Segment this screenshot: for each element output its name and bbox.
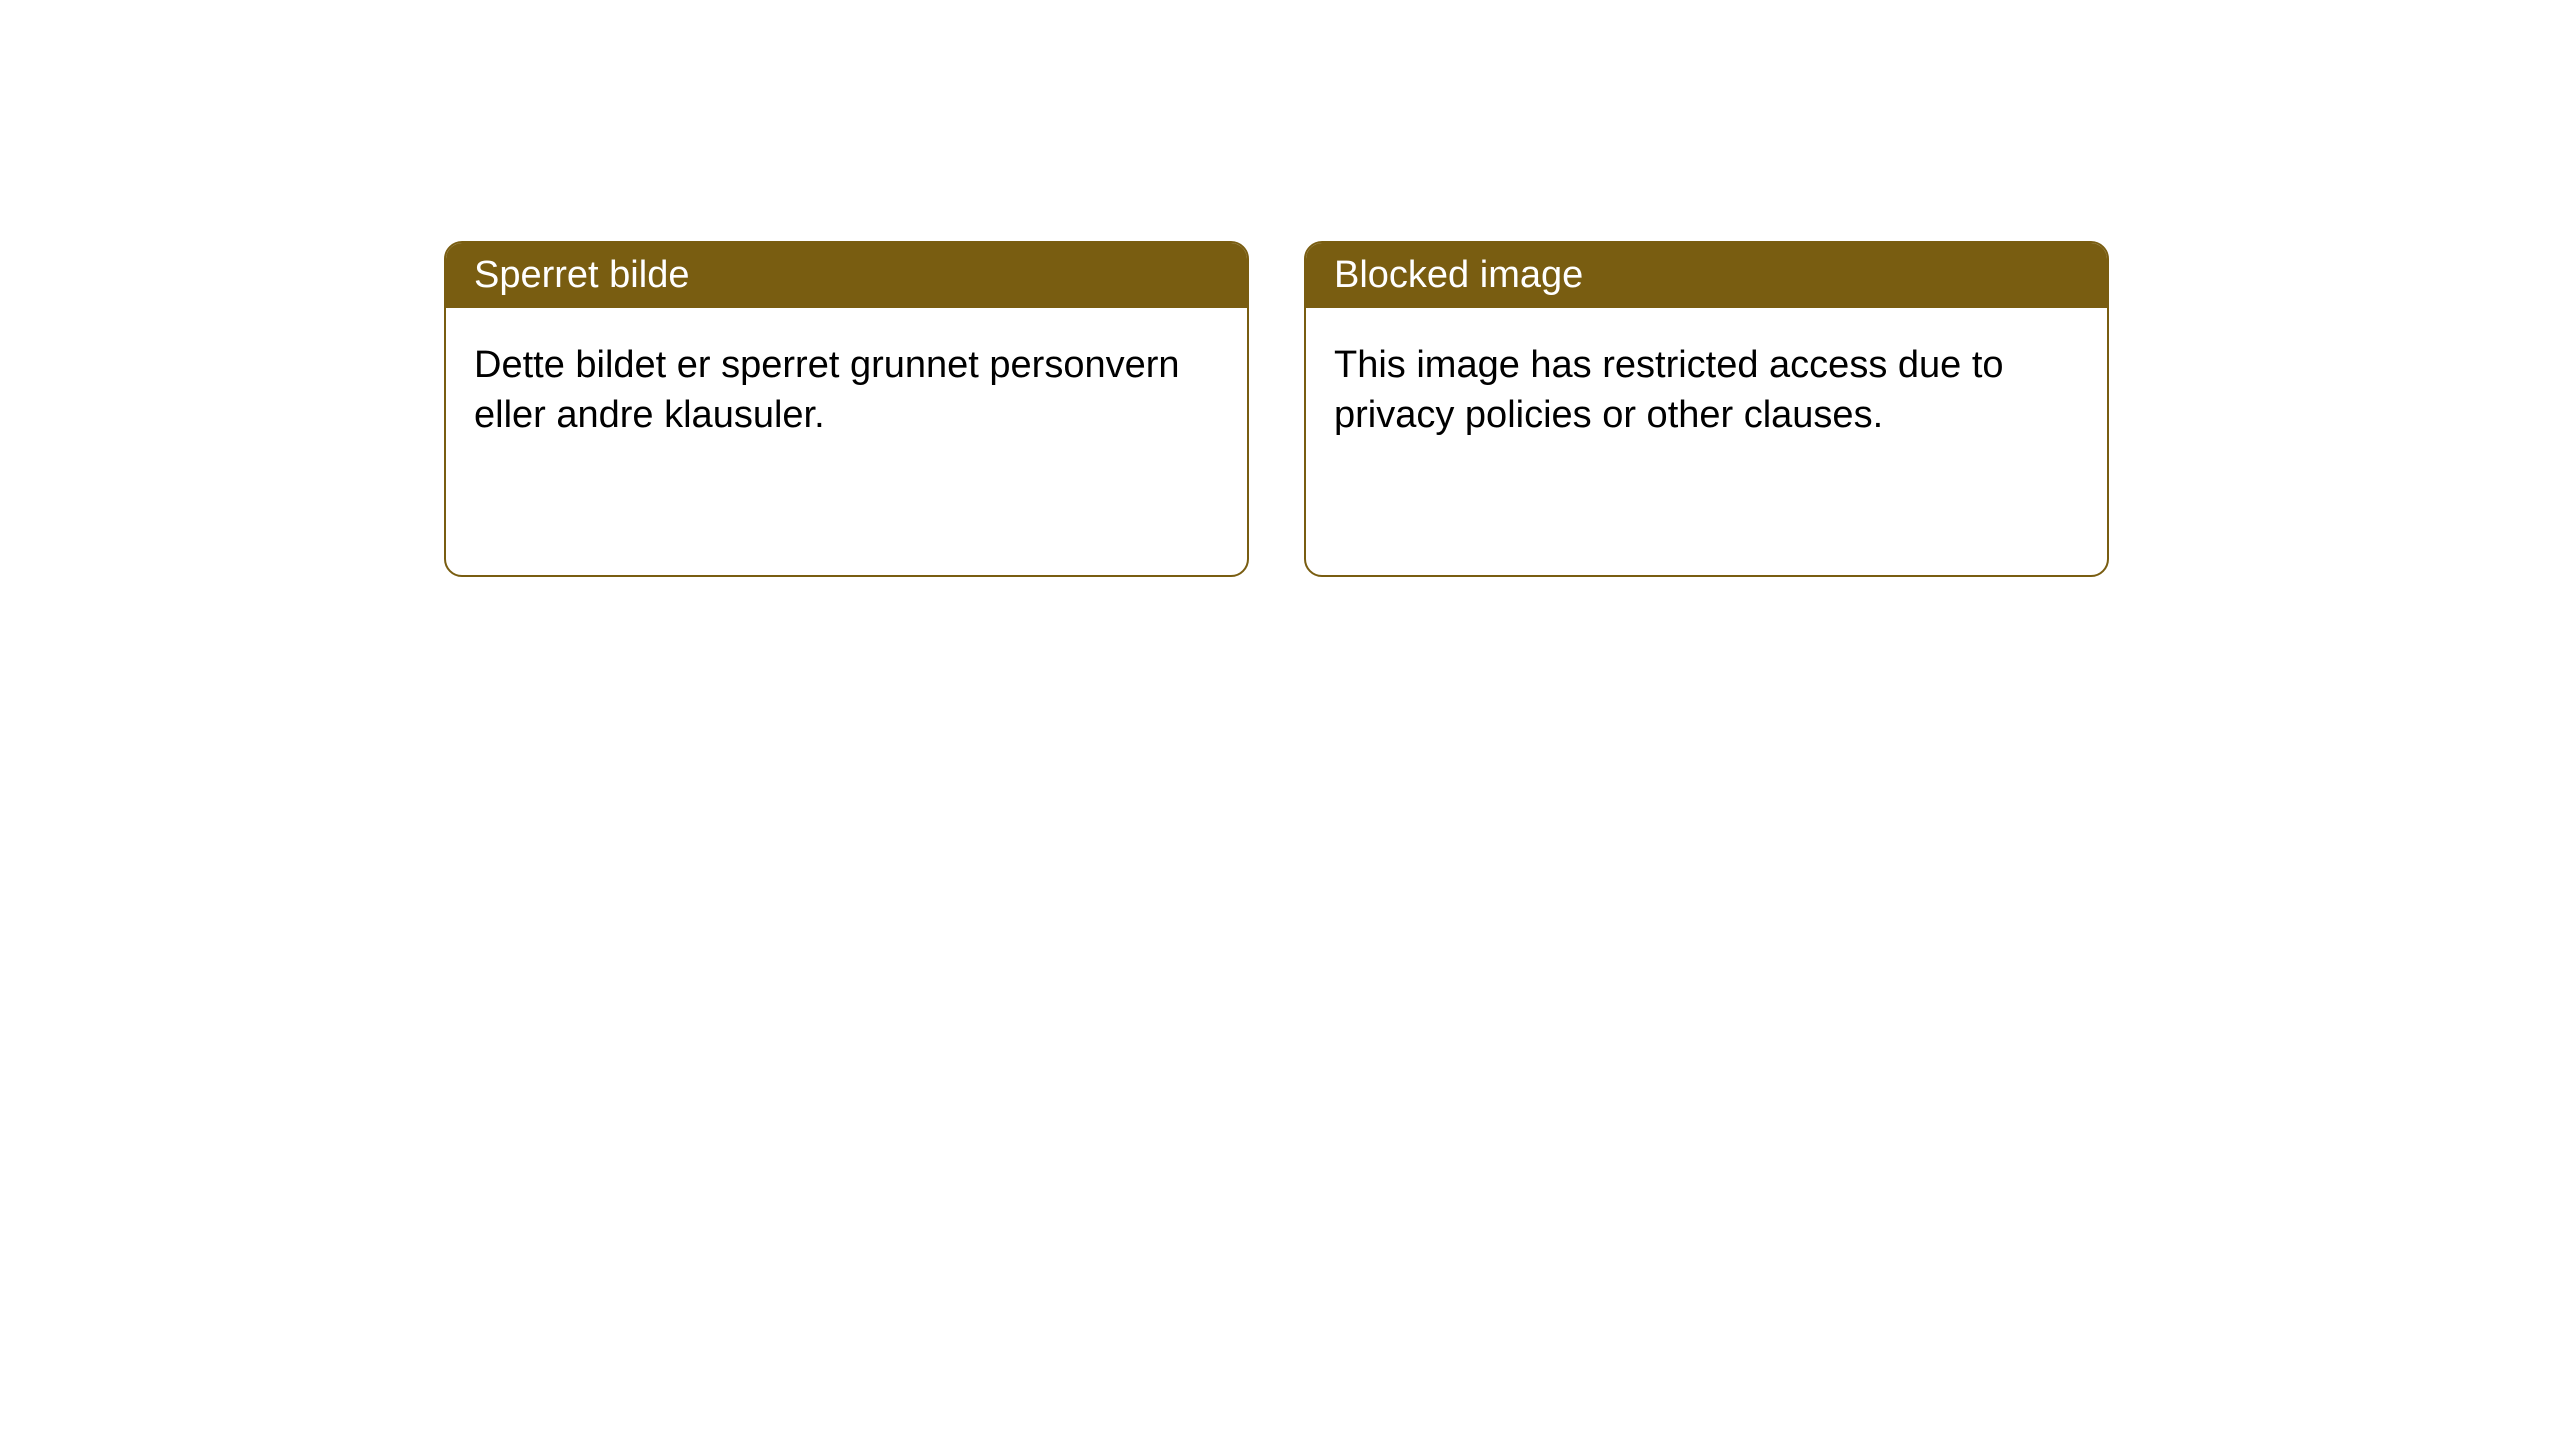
- notice-body-text: This image has restricted access due to …: [1334, 344, 2004, 436]
- notice-card-english: Blocked image This image has restricted …: [1304, 241, 2109, 577]
- notice-body: Dette bildet er sperret grunnet personve…: [446, 308, 1247, 575]
- notice-card-norwegian: Sperret bilde Dette bildet er sperret gr…: [444, 241, 1249, 577]
- notice-header: Blocked image: [1306, 243, 2107, 308]
- notice-header: Sperret bilde: [446, 243, 1247, 308]
- notice-title: Sperret bilde: [474, 254, 689, 296]
- notice-title: Blocked image: [1334, 254, 1583, 296]
- notice-body: This image has restricted access due to …: [1306, 308, 2107, 575]
- notice-body-text: Dette bildet er sperret grunnet personve…: [474, 344, 1180, 436]
- notice-container: Sperret bilde Dette bildet er sperret gr…: [444, 241, 2109, 577]
